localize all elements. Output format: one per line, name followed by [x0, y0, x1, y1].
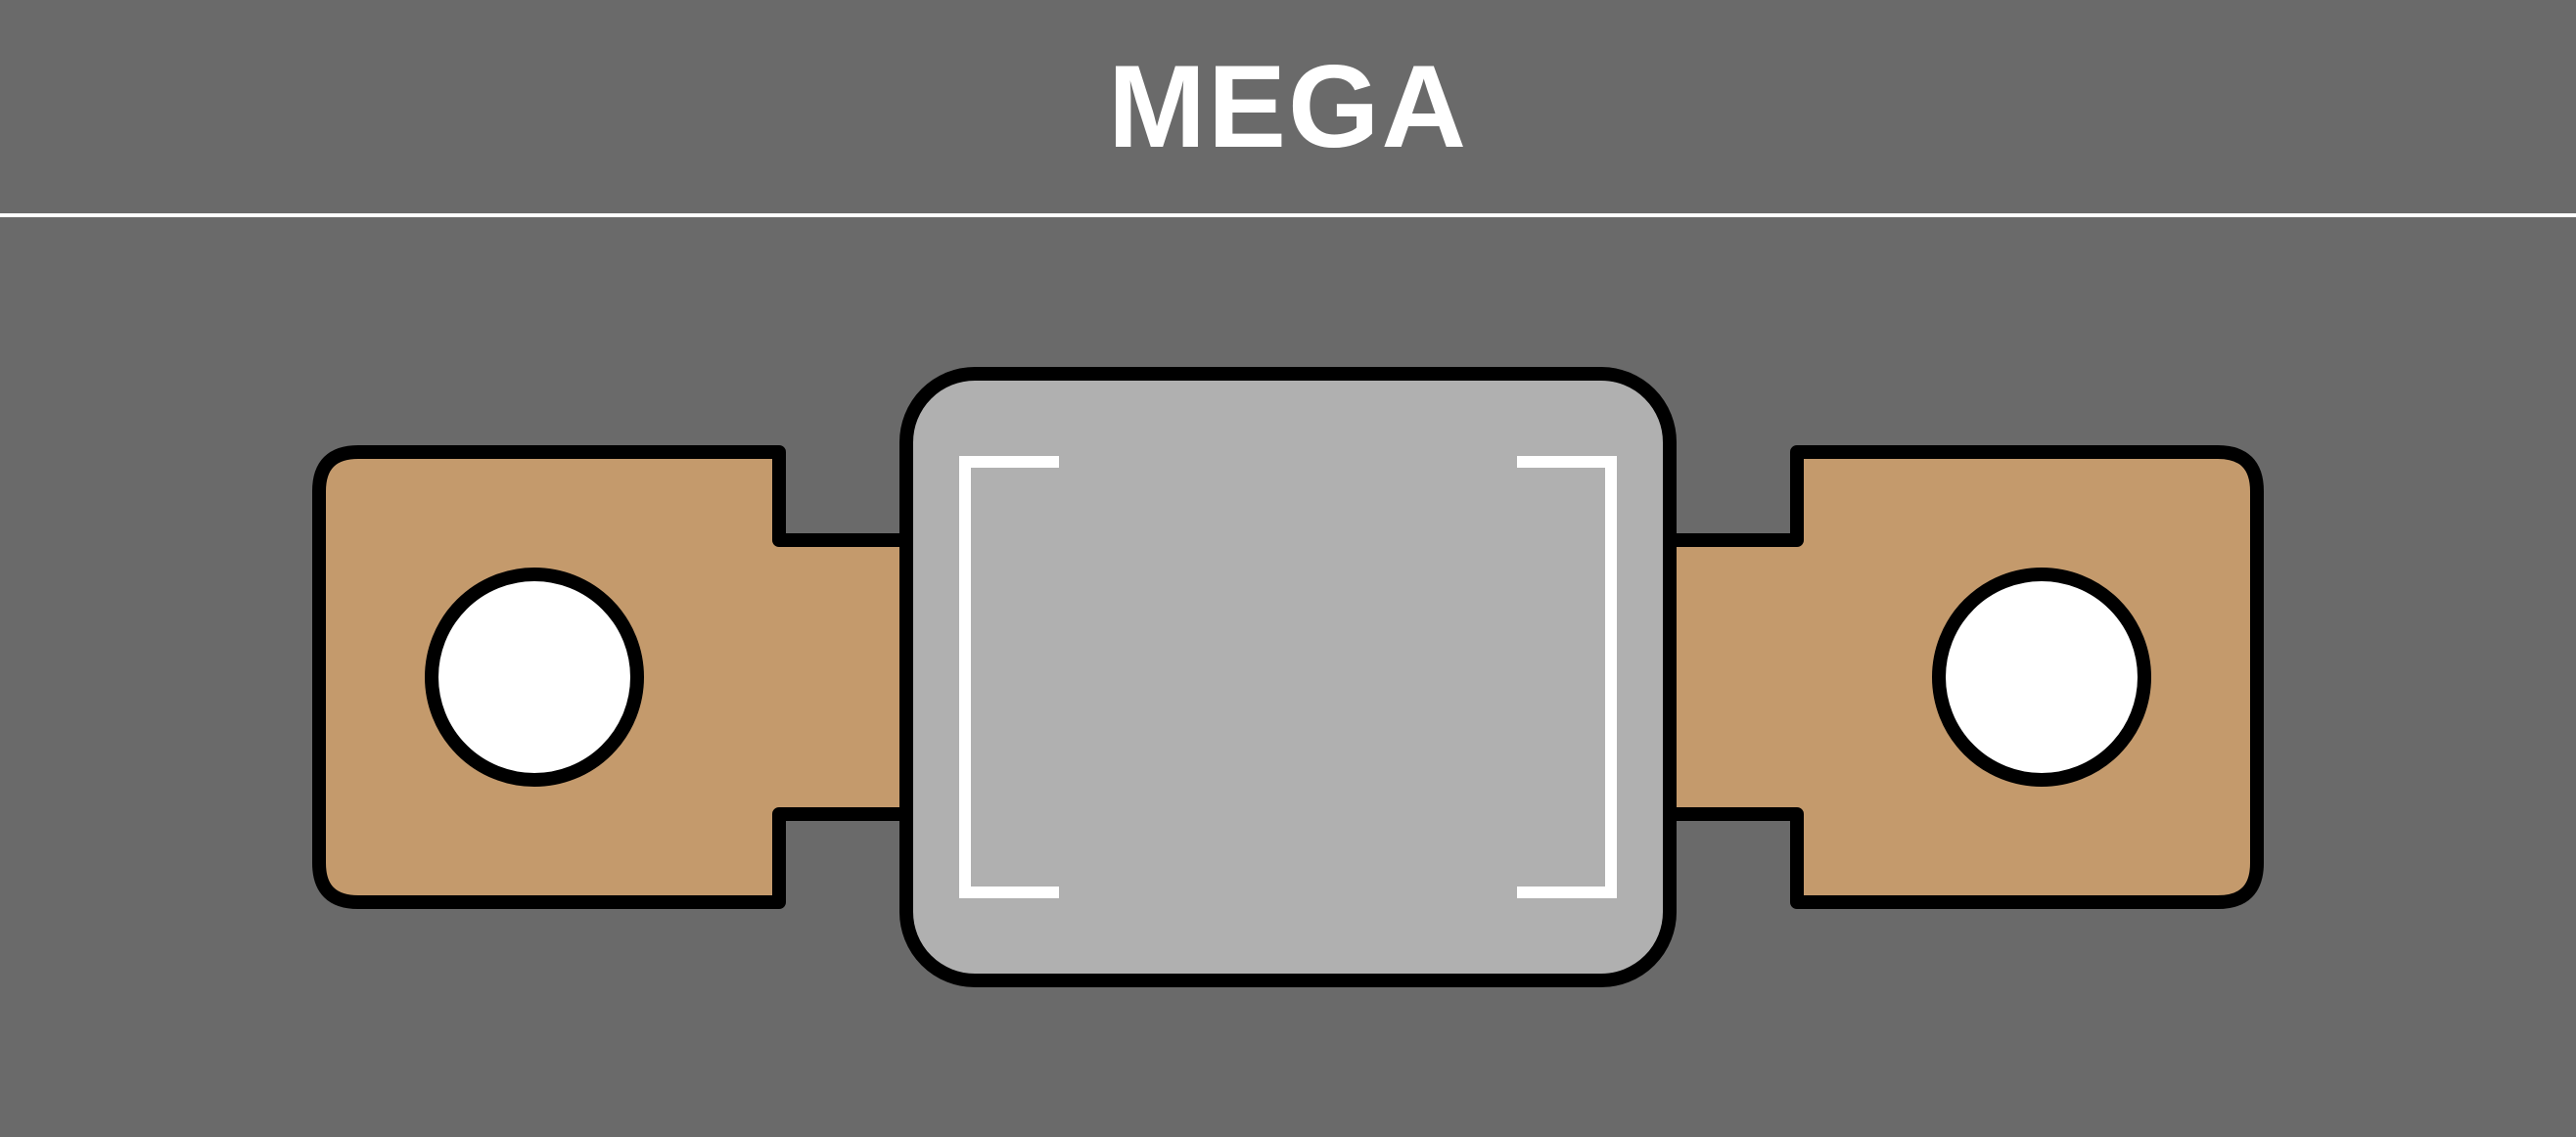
mega-fuse-icon — [260, 325, 2316, 1029]
diagram-area — [0, 217, 2576, 1137]
fuse-type-title: MEGA — [1108, 39, 1468, 174]
header: MEGA — [0, 0, 2576, 213]
fuse-spec-card: MEGA — [0, 0, 2576, 1137]
